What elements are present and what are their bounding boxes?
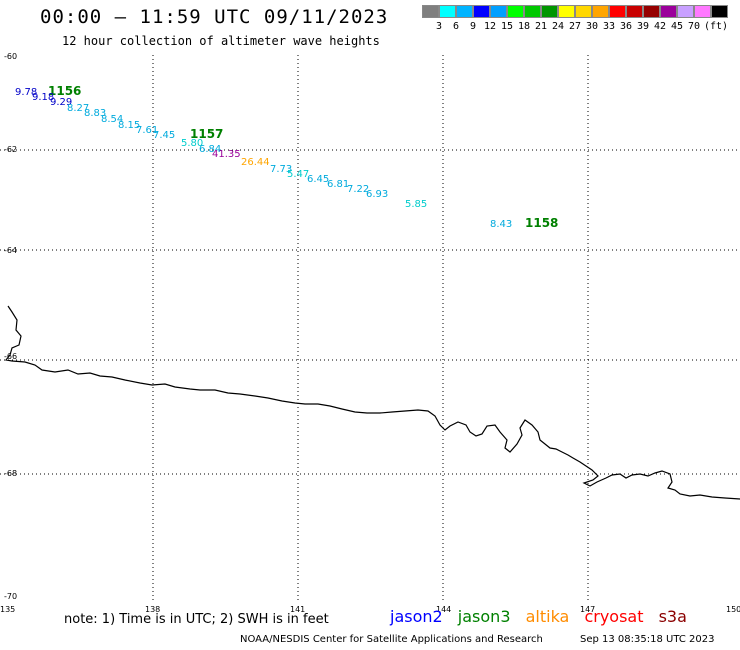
satellite-name: altika <box>525 607 570 626</box>
wave-height-value: 6.81 <box>327 179 349 190</box>
legend-swatch <box>456 5 473 18</box>
lat-label: -64 <box>4 246 17 255</box>
legend-swatch <box>490 5 507 18</box>
legend-label: 18 <box>517 21 531 32</box>
map-title: 00:00 – 11:59 UTC 09/11/2023 <box>40 6 389 28</box>
legend-swatch <box>677 5 694 18</box>
footer-note: note: 1) Time is in UTC; 2) SWH is in fe… <box>64 612 329 627</box>
legend-swatch <box>422 5 439 18</box>
legend-swatch <box>473 5 490 18</box>
wave-height-value: 9.78 <box>15 87 37 98</box>
coastline <box>4 305 740 500</box>
legend-label: 27 <box>568 21 582 32</box>
legend-label: 33 <box>602 21 616 32</box>
lon-label: 150 <box>726 605 740 614</box>
wave-height-value: 5.47 <box>287 169 309 180</box>
legend-swatch <box>541 5 558 18</box>
color-scale-legend <box>422 5 728 18</box>
wave-height-value: 26.44 <box>241 157 270 168</box>
wave-height-value: 9.18 <box>32 92 54 103</box>
legend-label: 30 <box>585 21 599 32</box>
legend-label: 3 <box>435 21 443 32</box>
satellite-name: jason3 <box>457 607 511 626</box>
legend-swatch <box>609 5 626 18</box>
wave-height-value: 8.15 <box>118 120 140 131</box>
lon-label: 141 <box>290 605 305 614</box>
legend-label: 21 <box>534 21 548 32</box>
lat-label: -68 <box>4 469 17 478</box>
wave-heights: 9.78 9.18 9.29 8.27 8.83 8.54 8.15 7.61 … <box>15 87 512 230</box>
wave-height-value: 9.29 <box>50 97 72 108</box>
legend-swatch <box>575 5 592 18</box>
generated-timestamp: Sep 13 08:35:18 UTC 2023 <box>580 634 715 645</box>
wave-height-value: 5.85 <box>405 199 427 210</box>
wave-height-value: 7.45 <box>153 130 175 141</box>
wave-height-value: 7.22 <box>347 184 369 195</box>
legend-label: 12 <box>483 21 497 32</box>
legend-swatch <box>660 5 677 18</box>
wave-height-value: 6.84 <box>199 144 221 155</box>
legend-label: 39 <box>636 21 650 32</box>
lon-label: 138 <box>145 605 160 614</box>
wave-height-value: 6.45 <box>307 174 329 185</box>
wave-height-value: 7.73 <box>270 164 292 175</box>
legend-unit: (ft) <box>703 21 729 32</box>
map-subtitle: 12 hour collection of altimeter wave hei… <box>62 34 380 48</box>
satellite-name: jason2 <box>390 607 443 626</box>
wave-height-value: 7.61 <box>136 125 158 136</box>
lat-label: -60 <box>4 52 17 61</box>
wave-height-value: 8.43 <box>490 219 512 230</box>
track-labels: 1156 1157 1158 <box>48 84 558 230</box>
legend-label: 24 <box>551 21 565 32</box>
legend-label: 6 <box>452 21 460 32</box>
legend-swatch <box>711 5 728 18</box>
wave-height-value: 8.27 <box>67 103 89 114</box>
lon-label: 147 <box>580 605 595 614</box>
wave-height-value: 41.35 <box>212 149 241 160</box>
legend-swatch <box>524 5 541 18</box>
legend-swatch <box>592 5 609 18</box>
wave-height-value: 5.80 <box>181 138 203 149</box>
legend-label: 15 <box>500 21 514 32</box>
legend-swatch <box>694 5 711 18</box>
legend-swatch <box>626 5 643 18</box>
color-scale-labels: 3 6 9 12 15 18 21 24 27 30 33 36 39 42 4… <box>422 21 740 35</box>
wave-height-value: 8.83 <box>84 108 106 119</box>
legend-swatch <box>643 5 660 18</box>
legend-label: 42 <box>653 21 667 32</box>
legend-label: 70 <box>687 21 701 32</box>
legend-swatch <box>507 5 524 18</box>
wave-height-value: 8.54 <box>101 114 123 125</box>
wave-height-value: 6.93 <box>366 189 388 200</box>
lon-label: 144 <box>436 605 451 614</box>
satellite-name: s3a <box>658 607 687 626</box>
lon-label: 135 <box>0 605 15 614</box>
legend-swatch <box>558 5 575 18</box>
legend-swatch <box>439 5 456 18</box>
legend-label: 9 <box>469 21 477 32</box>
lat-label: -62 <box>4 145 17 154</box>
lat-label: -66 <box>4 352 17 361</box>
legend-label: 45 <box>670 21 684 32</box>
credit-line: NOAA/NESDIS Center for Satellite Applica… <box>240 634 543 645</box>
track-label: 1156 <box>48 84 81 98</box>
legend-label: 36 <box>619 21 633 32</box>
axis-labels: -60 -62 -64 -66 -68 -70 135 138 141 144 … <box>0 52 740 614</box>
grid <box>0 55 740 600</box>
satellite-legend: jason2 jason3 altika cryosat s3a <box>390 607 697 626</box>
track-label: 1158 <box>525 216 558 230</box>
lat-label: -70 <box>4 592 17 601</box>
satellite-name: cryosat <box>584 607 644 626</box>
track-label: 1157 <box>190 127 223 141</box>
